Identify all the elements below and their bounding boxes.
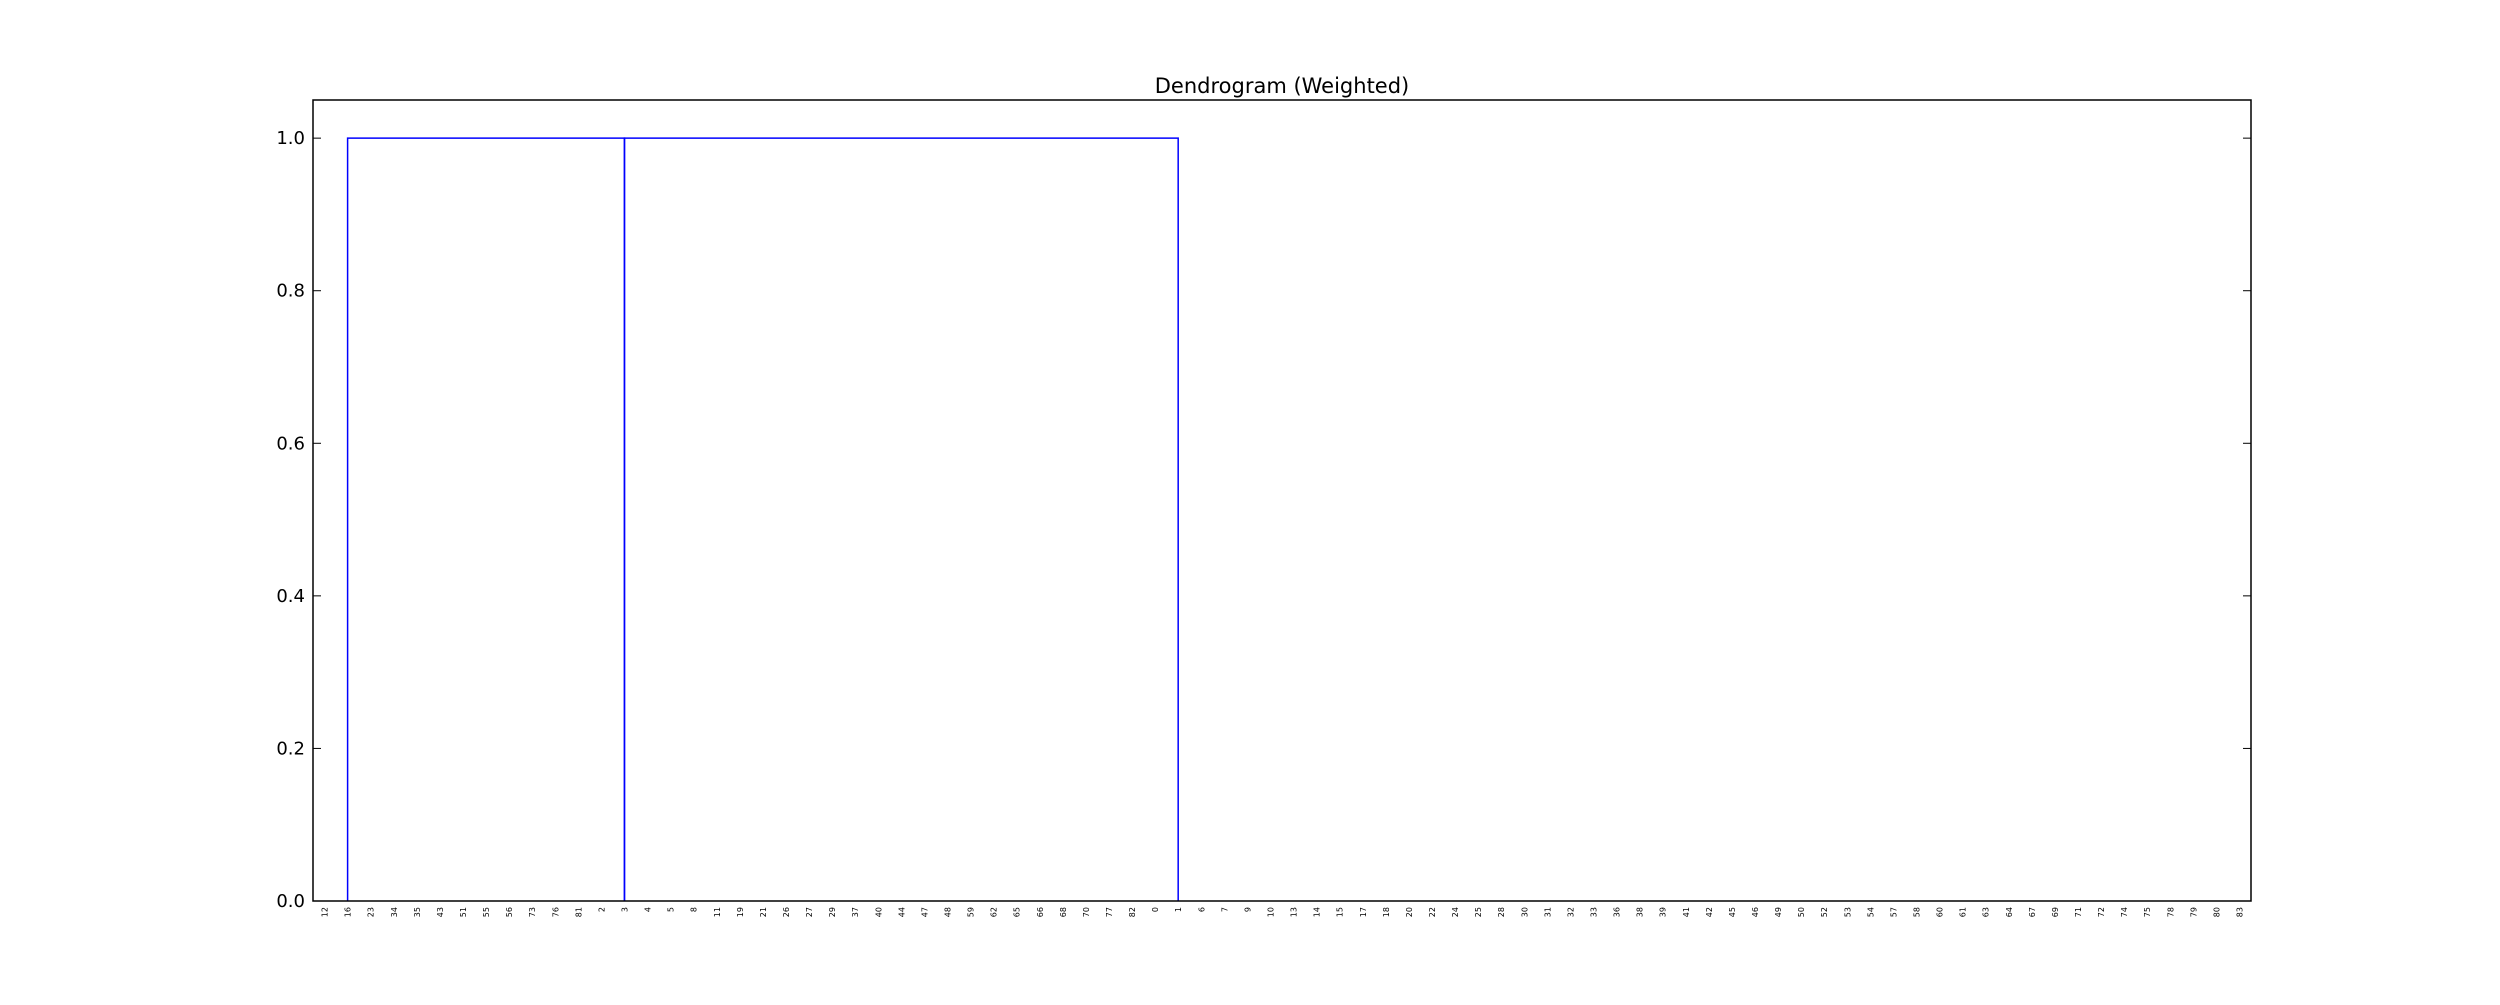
x-leaf-label: 18: [1382, 907, 1391, 917]
x-leaf-label: 52: [1820, 907, 1829, 917]
x-leaf-label: 33: [1589, 907, 1598, 917]
x-leaf-label: 13: [1290, 907, 1299, 917]
x-leaf-label: 78: [2166, 907, 2175, 917]
x-leaf-label: 5: [667, 907, 676, 912]
x-leaf-label: 6: [1197, 907, 1206, 912]
x-leaf-label: 45: [1728, 907, 1737, 917]
x-axis-ticks: 12 16 23 34 35 43 51 55 56 73 76 81 2 3 4 5 8 11 19 21 26 27 2…: [321, 907, 2245, 917]
x-leaf-label: 67: [2028, 907, 2037, 917]
x-leaf-label: 24: [1451, 907, 1460, 917]
x-leaf-label: 80: [2212, 907, 2221, 917]
x-leaf-label: 61: [1959, 907, 1968, 917]
dendrogram-link: [623, 137, 1179, 901]
x-leaf-label: 56: [505, 907, 514, 917]
x-leaf-label: 44: [897, 907, 906, 917]
x-leaf-label: 72: [2097, 907, 2106, 917]
x-leaf-label: 32: [1566, 907, 1575, 917]
x-leaf-label: 53: [1843, 907, 1852, 917]
x-leaf-label: 77: [1105, 907, 1114, 917]
x-leaf-label: 10: [1266, 907, 1275, 917]
x-leaf-label: 55: [482, 907, 491, 917]
x-leaf-label: 62: [990, 907, 999, 917]
y-tick-label: 1.0: [276, 128, 305, 149]
x-leaf-label: 60: [1936, 907, 1945, 917]
x-leaf-label: 51: [459, 907, 468, 917]
x-leaf-label: 59: [967, 907, 976, 917]
x-leaf-label: 28: [1497, 907, 1506, 917]
x-leaf-label: 30: [1520, 907, 1529, 917]
plot-frame: [312, 99, 2252, 902]
chart-title: Dendrogram (Weighted): [1155, 74, 1410, 98]
x-leaf-label: 58: [1912, 907, 1921, 917]
x-leaf-label: 57: [1889, 907, 1898, 917]
x-leaf-label: 27: [805, 907, 814, 917]
x-leaf-label: 26: [782, 907, 791, 917]
x-leaf-label: 83: [2235, 907, 2244, 917]
x-leaf-label: 31: [1543, 907, 1552, 917]
x-leaf-label: 16: [344, 907, 353, 917]
x-leaf-label: 50: [1797, 907, 1806, 917]
x-leaf-label: 79: [2189, 907, 2198, 917]
link-layer: [346, 137, 1179, 901]
x-leaf-label: 42: [1705, 907, 1714, 917]
x-leaf-label: 49: [1774, 907, 1783, 917]
x-leaf-label: 36: [1613, 907, 1622, 917]
x-leaf-label: 25: [1474, 907, 1483, 917]
x-leaf-label: 82: [1128, 907, 1137, 917]
x-leaf-label: 47: [920, 907, 929, 917]
x-leaf-label: 14: [1313, 907, 1322, 917]
x-leaf-label: 43: [436, 907, 445, 917]
x-leaf-label: 11: [713, 907, 722, 917]
x-leaf-label: 38: [1636, 907, 1645, 917]
x-leaf-label: 3: [620, 907, 629, 912]
y-tick-label: 0.2: [276, 738, 305, 759]
y-tick-label: 0.4: [276, 586, 305, 607]
x-leaf-label: 81: [574, 907, 583, 917]
x-leaf-label: 65: [1013, 907, 1022, 917]
x-leaf-label: 37: [851, 907, 860, 917]
x-leaf-label: 15: [1336, 907, 1345, 917]
x-leaf-label: 2: [597, 907, 606, 912]
x-leaf-label: 19: [736, 907, 745, 917]
x-leaf-label: 66: [1036, 907, 1045, 917]
x-leaf-label: 1: [1174, 907, 1183, 912]
x-leaf-label: 21: [759, 907, 768, 917]
x-leaf-label: 64: [2005, 907, 2014, 917]
x-leaf-label: 76: [551, 907, 560, 917]
x-leaf-label: 17: [1359, 907, 1368, 917]
x-leaf-label: 9: [1243, 907, 1252, 912]
x-leaf-label: 4: [644, 907, 653, 912]
y-tick-label: 0.6: [276, 433, 305, 454]
x-leaf-label: 75: [2143, 907, 2152, 917]
y-tick-label: 0.8: [276, 281, 305, 302]
x-leaf-label: 68: [1059, 907, 1068, 917]
x-leaf-label: 70: [1082, 907, 1091, 917]
x-leaf-label: 35: [413, 907, 422, 917]
x-leaf-label: 63: [1982, 907, 1991, 917]
x-leaf-label: 23: [367, 907, 376, 917]
x-leaf-label: 39: [1659, 907, 1668, 917]
x-leaf-label: 54: [1866, 907, 1875, 917]
x-leaf-label: 8: [690, 907, 699, 912]
x-leaf-label: 20: [1405, 907, 1414, 917]
x-leaf-label: 69: [2051, 907, 2060, 917]
x-leaf-label: 40: [874, 907, 883, 917]
x-leaf-label: 22: [1428, 907, 1437, 917]
x-leaf-label: 48: [943, 907, 952, 917]
x-leaf-label: 0: [1151, 907, 1160, 912]
x-leaf-label: 29: [828, 907, 837, 917]
x-leaf-label: 7: [1220, 907, 1229, 912]
x-leaf-label: 74: [2120, 907, 2129, 917]
x-leaf-label: 12: [321, 907, 330, 917]
y-tick-label: 0.0: [276, 891, 305, 912]
x-leaf-label: 71: [2074, 907, 2083, 917]
x-leaf-label: 34: [390, 907, 399, 917]
x-leaf-label: 41: [1682, 907, 1691, 917]
x-leaf-label: 46: [1751, 907, 1760, 917]
y-axis-ticks: 0.0 0.2 0.4 0.6 0.8 1.0: [276, 128, 2251, 912]
x-leaf-label: 73: [528, 907, 537, 917]
